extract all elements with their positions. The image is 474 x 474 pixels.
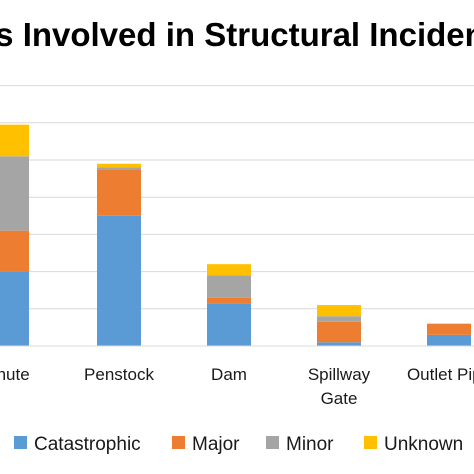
legend-item-major: Major [172, 434, 240, 455]
bar-segment-minor [207, 275, 251, 298]
bar-segment-catastrophic [97, 215, 141, 346]
bar-segment-major [97, 169, 141, 216]
x-tick-label: Gate [321, 389, 358, 408]
bar-segment-unknown [0, 124, 29, 157]
legend-item-minor: Minor [266, 434, 334, 455]
bar-segment-major [207, 297, 251, 304]
bar-segment-unknown [317, 305, 361, 317]
legend-label: Unknown [384, 434, 463, 455]
x-tick-label: Penstock [84, 365, 154, 384]
bar-segment-catastrophic [427, 334, 471, 346]
legend-item-unknown: Unknown [364, 434, 463, 455]
x-tick-label: Outlet Pipe [407, 365, 474, 384]
legend: Catastrophic Major Minor Unknown [14, 434, 463, 455]
bars [0, 124, 471, 346]
bar-segment-catastrophic [317, 342, 361, 346]
legend-item-catastrophic: Catastrophic [14, 434, 141, 455]
x-tick-label: Chute [0, 365, 30, 384]
bar-segment-catastrophic [0, 271, 29, 346]
bar-segment-unknown [97, 163, 141, 168]
bar-segment-major [427, 323, 471, 335]
legend-label: Major [192, 434, 240, 455]
bar-segment-major [317, 321, 361, 343]
x-tick-label: Dam [211, 365, 247, 384]
bar-segment-catastrophic [207, 303, 251, 346]
x-tick-labels: Chute Penstock Dam Spillway Gate Outlet Pipe [0, 365, 474, 408]
chart-title: Components Involved in Structural Incide… [0, 16, 474, 53]
legend-swatch [172, 436, 185, 449]
gridlines [0, 85, 474, 310]
bar-segment-major [0, 230, 29, 272]
bar-segment-minor [97, 167, 141, 170]
legend-swatch [364, 436, 377, 449]
legend-label: Minor [286, 434, 334, 455]
bar-segment-unknown [207, 264, 251, 276]
bar-segment-minor [0, 156, 29, 231]
legend-label: Catastrophic [34, 434, 141, 455]
legend-swatch [14, 436, 27, 449]
legend-swatch [266, 436, 279, 449]
bar-segment-minor [317, 316, 361, 322]
x-tick-label: Spillway [308, 365, 371, 384]
